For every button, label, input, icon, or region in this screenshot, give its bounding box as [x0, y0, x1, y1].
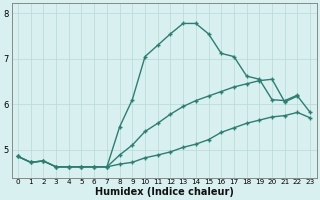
- X-axis label: Humidex (Indice chaleur): Humidex (Indice chaleur): [95, 187, 234, 197]
